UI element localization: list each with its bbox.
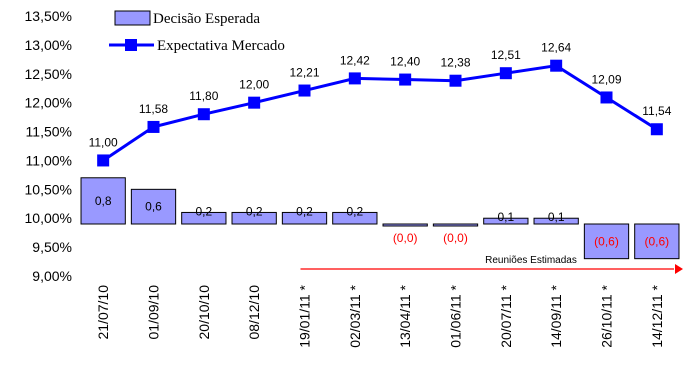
y-tick-label: 10,50% bbox=[25, 181, 72, 197]
line-marker bbox=[399, 73, 412, 86]
x-tick-label: 14/12/11 * bbox=[649, 284, 665, 347]
legend-line-label: Expectativa Mercado bbox=[157, 38, 285, 54]
line-marker bbox=[449, 74, 462, 87]
legend-line-marker bbox=[125, 39, 137, 51]
x-tick-label: 14/09/11 * bbox=[548, 284, 564, 347]
x-axis-ticks: 21/07/10 01/09/10 20/10/10 08/12/10 19/01/11… bbox=[95, 284, 665, 347]
y-tick-label: 13,50% bbox=[25, 8, 72, 24]
line-series bbox=[97, 59, 663, 167]
y-tick-label: 12,50% bbox=[25, 66, 72, 82]
line-label: 12,21 bbox=[289, 66, 319, 80]
bar-label: 0,6 bbox=[145, 200, 162, 214]
bar-label: 0,8 bbox=[95, 194, 112, 208]
bar-label: 0,2 bbox=[346, 204, 363, 218]
bar bbox=[533, 217, 579, 225]
line-marker bbox=[97, 154, 110, 167]
annotation: Reuniões Estimadas bbox=[300, 255, 683, 274]
bar bbox=[130, 188, 177, 225]
line-marker bbox=[298, 84, 311, 97]
line-label: 11,58 bbox=[139, 102, 168, 116]
bar bbox=[432, 223, 479, 227]
legend-bar-label: Decisão Esperada bbox=[153, 11, 260, 27]
bar bbox=[332, 211, 378, 225]
line-label: 11,80 bbox=[189, 89, 218, 103]
line-marker bbox=[147, 120, 160, 133]
bar bbox=[231, 211, 277, 225]
line-label: 11,00 bbox=[89, 135, 118, 149]
line-marker bbox=[600, 91, 613, 104]
x-tick-label: 20/07/11 * bbox=[498, 284, 514, 347]
line-label: 12,64 bbox=[541, 41, 571, 55]
line-marker bbox=[197, 108, 210, 121]
y-tick-label: 9,50% bbox=[32, 239, 72, 255]
bar-label: (0,0) bbox=[443, 231, 468, 245]
x-tick-label: 01/09/10 bbox=[146, 285, 162, 340]
x-tick-label: 01/06/11 * bbox=[448, 284, 464, 347]
annotation-arrow-head bbox=[675, 264, 683, 274]
line-label: 12,00 bbox=[239, 78, 269, 92]
bars bbox=[80, 177, 680, 260]
bar bbox=[80, 177, 126, 225]
series-line bbox=[102, 64, 658, 162]
bar-label: (0,0) bbox=[393, 231, 418, 245]
x-tick-label: 02/03/11 * bbox=[347, 284, 363, 347]
bar bbox=[483, 217, 529, 225]
x-tick-label: 13/04/11 * bbox=[397, 284, 413, 347]
bar-label: 0,1 bbox=[548, 210, 565, 224]
bar bbox=[583, 223, 630, 260]
line-label: 12,51 bbox=[491, 48, 521, 62]
y-tick-label: 11,00% bbox=[26, 152, 72, 168]
line-label: 12,38 bbox=[440, 56, 470, 70]
y-tick-label: 10,00% bbox=[25, 210, 72, 226]
line-marker bbox=[550, 59, 563, 72]
line-marker bbox=[499, 67, 512, 80]
bar bbox=[382, 223, 428, 227]
bar bbox=[281, 211, 328, 225]
legend: Decisão Esperada Expectativa Mercado bbox=[109, 10, 285, 54]
bar bbox=[634, 223, 680, 260]
line-label: 11,54 bbox=[642, 104, 671, 118]
y-tick-label: 11,50% bbox=[26, 124, 72, 140]
x-tick-label: 26/10/11 * bbox=[599, 284, 615, 347]
bar-label: 0,2 bbox=[195, 204, 212, 218]
y-tick-label: 13,00% bbox=[25, 37, 72, 53]
line-marker bbox=[348, 72, 361, 85]
bar-label: (0,6) bbox=[594, 234, 619, 248]
y-tick-label: 9,00% bbox=[32, 268, 72, 284]
legend-bar-swatch bbox=[114, 10, 151, 26]
line-label: 12,09 bbox=[591, 72, 621, 86]
x-tick-label: 19/01/11 * bbox=[297, 284, 313, 347]
y-tick-label: 12,00% bbox=[25, 95, 72, 111]
line-label: 12,42 bbox=[340, 53, 370, 67]
y-axis-ticks: 13,50% 13,00% 12,50% 12,00% 11,50% 11,00% 10,5… bbox=[25, 8, 72, 284]
bar-label: (0,6) bbox=[644, 234, 669, 248]
line-label: 12,40 bbox=[390, 55, 420, 69]
bar-label: 0,2 bbox=[246, 204, 263, 218]
line-marker bbox=[248, 96, 261, 109]
bar-label: 0,2 bbox=[296, 204, 313, 218]
bar bbox=[181, 211, 227, 225]
x-tick-label: 08/12/10 bbox=[246, 285, 262, 340]
x-tick-label: 21/07/10 bbox=[95, 285, 111, 340]
data-labels: 0,8 0,6 0,2 0,2 0,2 0,2 (0,0) (0,0) 0,1 0,1 (0,6) (… bbox=[89, 41, 672, 249]
bar-label: 0,1 bbox=[497, 210, 514, 224]
line-marker bbox=[650, 123, 663, 136]
annotation-text: Reuniões Estimadas bbox=[485, 255, 577, 266]
x-tick-label: 20/10/10 bbox=[196, 285, 212, 340]
